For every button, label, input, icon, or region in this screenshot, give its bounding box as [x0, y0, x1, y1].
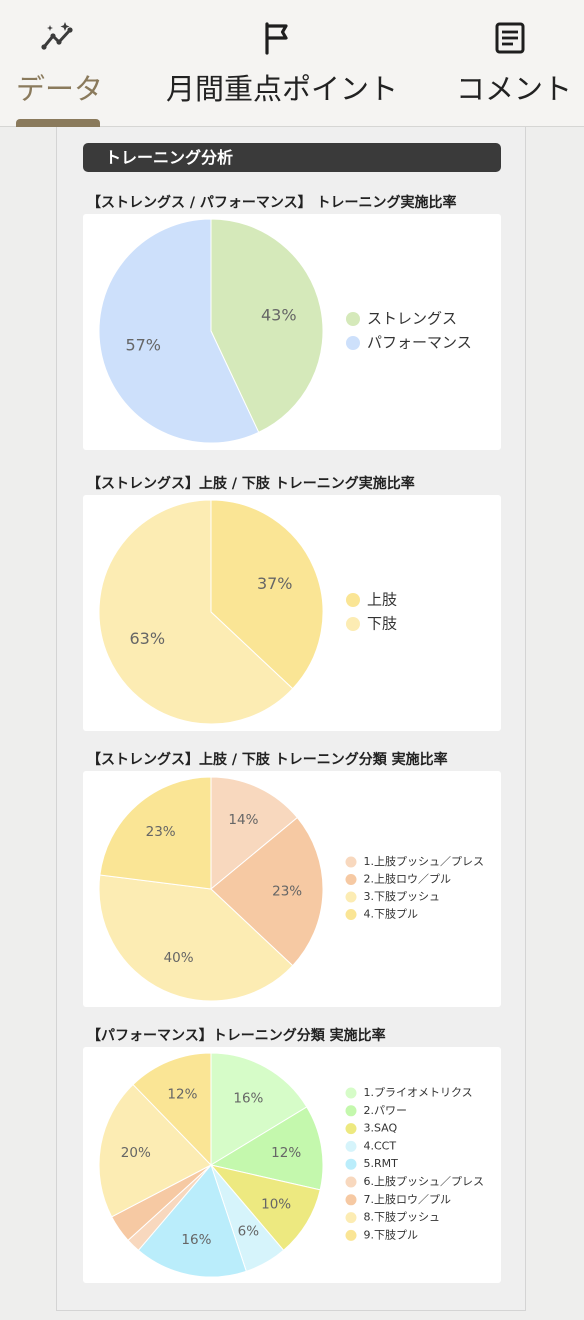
pie-chart-svg: 14% 23% 40% 23% 1.上肢プッシュ／プレス 2.上肢ロウ／プル 3.下肢プッシ…	[98, 776, 485, 1002]
legend-label: 1.プライオメトリクス	[364, 1086, 473, 1099]
slice-value-label: 6%	[238, 1223, 260, 1239]
chart-card-strength-performance: 43% 57% ストレングス パフォーマンス	[83, 214, 501, 450]
legend-label: 4.CCT	[364, 1139, 397, 1152]
slice-value-label: 12%	[271, 1145, 301, 1161]
pie-slice	[132, 1052, 212, 1167]
chart-title-upper-lower: 【ストレングス】上肢 / 下肢 トレーニング実施比率	[87, 476, 415, 492]
tab-data-label: データ	[16, 72, 104, 106]
legend-label: 下肢	[367, 615, 397, 633]
legend-swatch	[345, 1212, 357, 1224]
pie-slice	[98, 874, 294, 1002]
legend-swatch	[345, 891, 357, 903]
legend-swatch	[346, 593, 360, 607]
legend-swatch	[345, 1229, 357, 1241]
legend-label: 3.SAQ	[364, 1122, 398, 1135]
pie-slice	[137, 1163, 247, 1278]
legend-label: パフォーマンス	[367, 334, 472, 352]
legend-label: 5.RMT	[364, 1157, 399, 1170]
section-title: トレーニング分析	[83, 143, 501, 172]
pie-chart-svg: 16% 12% 10%6% 16% 20% 12% 1.プライオメトリクス 2.パワー 3.SA…	[98, 1052, 485, 1278]
legend-swatch	[345, 856, 357, 868]
legend-swatch	[345, 1194, 357, 1206]
legend-label: 1.上肢プッシュ／プレス	[364, 854, 485, 868]
pie-slice	[210, 218, 324, 434]
note-icon	[495, 22, 525, 54]
legend-swatch	[345, 1087, 357, 1099]
legend-label: 3.下肢プッシュ	[364, 889, 441, 903]
tab-monthly-focus-label: 月間重点ポイント	[166, 72, 399, 106]
tab-comment[interactable]: コメント	[440, 0, 584, 127]
legend-label: 7.上肢ロウ／プル	[364, 1192, 452, 1206]
slice-value-label: 10%	[261, 1196, 291, 1212]
pie-slice	[210, 816, 324, 967]
tab-data[interactable]: データ	[0, 0, 120, 127]
legend-swatch	[345, 1105, 357, 1117]
slice-value-label: 37%	[257, 574, 293, 593]
slice-value-label: 16%	[233, 1091, 263, 1107]
slice-value-label: 63%	[129, 629, 165, 648]
legend-label: 6.上肢プッシュ／プレス	[364, 1174, 485, 1188]
chart-title-performance-categories: 【パフォーマンス】トレーニング分類 実施比率	[87, 1028, 386, 1044]
chart-card-performance-categories: 16% 12% 10% 6% 16% 20% 12% 1.プライオメトリクス 2.パワー 3.SA…	[83, 1047, 501, 1283]
tab-monthly-focus[interactable]: 月間重点ポイント	[160, 0, 400, 127]
pie-slice	[98, 1083, 212, 1218]
legend-label: 4.下肢プル	[364, 907, 419, 921]
chart-title-strength-performance: 【ストレングス / パフォーマンス】 トレーニング実施比率	[87, 195, 457, 211]
legend-swatch	[346, 312, 360, 326]
flag-icon	[265, 22, 288, 55]
tab-bar: データ 月間重点ポイント コメント	[0, 0, 584, 127]
legend-label: 8.下肢プッシュ	[364, 1210, 441, 1224]
pie-slice	[210, 499, 324, 690]
slice-value-label: 12%	[167, 1086, 197, 1102]
legend-label: 9.下肢プル	[364, 1227, 419, 1241]
legend-swatch	[345, 1123, 357, 1135]
pie-slice	[209, 1106, 324, 1191]
slice-value-label: 57%	[125, 336, 161, 355]
legend-label: 2.パワー	[364, 1104, 408, 1117]
legend-label: 2.上肢ロウ／プル	[364, 872, 452, 886]
training-analysis-panel: トレーニング分析 【ストレングス / パフォーマンス】 トレーニング実施比率 4…	[56, 127, 526, 1311]
active-tab-indicator	[16, 119, 100, 127]
legend-swatch	[345, 909, 357, 920]
legend-label: 上肢	[367, 591, 397, 609]
chart-card-strength-categories: 14% 23% 40% 23% 1.上肢プッシュ／プレス 2.上肢ロウ／プル 3.下肢プッシ…	[83, 771, 501, 1007]
slice-value-label: 14%	[228, 812, 258, 828]
slice-value-label: 43%	[261, 305, 297, 324]
pie-slice	[210, 776, 299, 891]
slice-value-label: 20%	[121, 1145, 151, 1161]
legend-label: ストレングス	[367, 310, 457, 328]
slice-value-label: 23%	[146, 824, 176, 840]
legend-swatch	[345, 1158, 357, 1170]
slice-value-label: 23%	[272, 883, 302, 899]
pie-slice	[98, 499, 294, 725]
tab-comment-label: コメント	[456, 72, 573, 106]
legend-swatch	[346, 336, 360, 350]
legend-swatch	[346, 617, 360, 631]
chart-title-strength-categories: 【ストレングス】上肢 / 下肢 トレーニング分類 実施比率	[87, 752, 448, 768]
pie-slice	[209, 1164, 321, 1251]
slice-value-label: 40%	[164, 950, 194, 966]
pie-slice	[98, 218, 260, 444]
pie-slice	[210, 1052, 308, 1166]
pie-slice	[99, 776, 212, 890]
slice-value-label: 16%	[181, 1232, 211, 1248]
chart-card-upper-lower: 37% 63% 上肢下肢	[83, 495, 501, 731]
legend-swatch	[345, 1176, 357, 1188]
legend-swatch	[345, 1140, 357, 1152]
legend-swatch	[345, 874, 357, 885]
sparkline-icon	[41, 22, 73, 50]
